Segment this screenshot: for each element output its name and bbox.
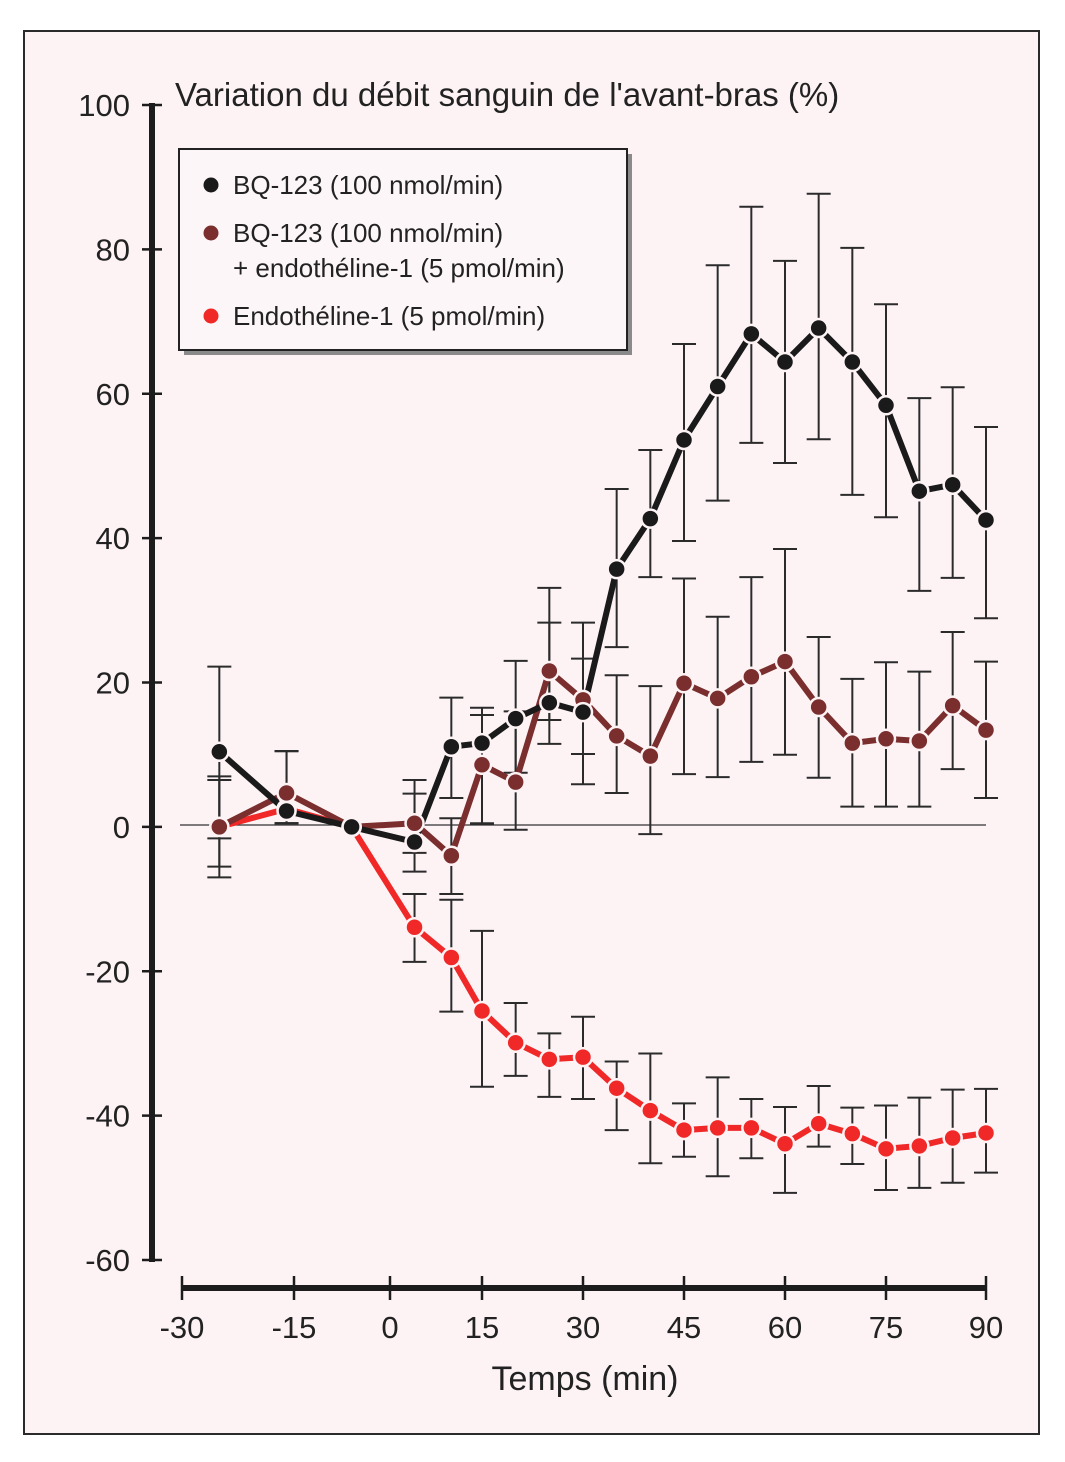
x-tick-label: 75 [869,1310,903,1345]
data-point-series-0 [707,376,728,397]
y-tick-label: 100 [78,88,130,123]
legend-label: BQ-123 (100 nmol/min) [233,218,503,248]
data-point-series-2 [572,1046,594,1068]
data-point-series-1 [209,816,230,838]
data-point-series-1 [606,725,627,747]
chart-title: Variation du débit sanguin de l'avant-br… [175,76,839,113]
data-point-series-0 [606,558,627,580]
data-point-series-0 [471,732,493,754]
data-point-series-0 [441,736,462,757]
y-tick-label: -20 [85,954,130,989]
data-point-series-1 [942,695,963,716]
data-point-series-2 [942,1127,963,1149]
data-point-series-0 [808,317,829,339]
data-point-series-2 [975,1122,997,1144]
x-tick-label: 45 [667,1310,701,1345]
data-point-series-0 [673,429,695,451]
data-point-series-1 [875,728,897,750]
legend-box [178,148,628,351]
data-point-series-1 [404,813,425,834]
data-point-series-2 [404,916,425,938]
legend-marker-2 [203,308,219,324]
x-tick-label: 0 [381,1310,398,1345]
data-point-series-2 [842,1123,863,1144]
y-tick-label: 0 [113,810,130,845]
data-point-series-0 [640,508,661,529]
legend-label: Endothéline-1 (5 pmol/min) [233,301,545,331]
x-tick-label: -15 [272,1310,317,1345]
x-tick-label: 30 [566,1310,600,1345]
data-point-series-1 [539,660,560,682]
data-point-series-0 [942,474,963,495]
data-point-series-2 [741,1117,762,1139]
data-point-series-0 [209,741,230,763]
data-point-series-0 [975,509,997,531]
data-point-series-2 [808,1113,829,1134]
data-point-series-0 [741,323,762,345]
y-tick-label: 80 [96,232,130,267]
legend-marker-0 [203,177,219,193]
data-point-series-2 [505,1032,526,1053]
data-point-series-1 [707,688,728,709]
data-point-series-2 [774,1133,796,1155]
data-point-series-2 [640,1100,661,1121]
data-point-series-1 [842,732,863,754]
legend-label: + endothéline-1 (5 pmol/min) [233,253,565,283]
data-point-series-0 [774,351,796,373]
x-tick-label: 60 [768,1310,802,1345]
data-point-series-0 [572,701,594,723]
x-axis-label: Temps (min) [491,1360,678,1398]
data-point-series-2 [606,1077,627,1099]
data-point-series-1 [774,651,796,672]
legend: BQ-123 (100 nmol/min) BQ-123 (100 nmol/mi… [178,148,632,355]
data-point-series-1 [741,666,762,687]
data-point-series-0 [539,692,560,713]
data-point-series-2 [471,1000,493,1022]
data-point-series-2 [539,1049,560,1070]
data-point-series-1 [471,754,493,776]
data-point-series-1 [505,771,526,793]
data-point-series-1 [441,845,462,866]
data-point-series-2 [673,1119,695,1141]
axes: 100 80 60 40 20 0 -20 -40 -60 -30 -15 0 15 30 45 60 75 90 [78,88,1003,1345]
data-point-series-2 [909,1135,930,1157]
error-bars [207,192,998,1194]
data-point-series-1 [975,719,997,741]
data-point-series-0 [842,351,863,373]
data-point-series-2 [875,1138,897,1160]
data-point-series-1 [276,782,297,804]
y-tick-label: -60 [85,1243,130,1278]
x-tick-label: 15 [465,1310,499,1345]
y-tick-label: 20 [96,666,130,701]
data-point-series-2 [707,1117,728,1139]
x-tick-label: -30 [160,1310,205,1345]
legend-marker-1 [203,225,219,241]
data-point-series-2 [441,947,462,968]
data-point-series-1 [673,672,695,694]
data-point-series-1 [808,696,829,718]
data-point-series-1 [640,745,661,767]
y-tick-label: 60 [96,377,130,412]
data-point-series-0 [341,816,362,838]
data-point-series-0 [909,480,930,502]
y-tick-label: -40 [85,1099,130,1134]
data-point-series-1 [909,730,930,752]
legend-label: BQ-123 (100 nmol/min) [233,170,503,200]
data-point-series-0 [875,395,897,416]
y-tick-label: 40 [96,521,130,556]
data-point-series-0 [505,708,526,729]
data-point-series-0 [404,831,425,853]
data-points [209,317,997,1160]
x-tick-label: 90 [969,1310,1003,1345]
data-point-series-0 [276,800,297,822]
